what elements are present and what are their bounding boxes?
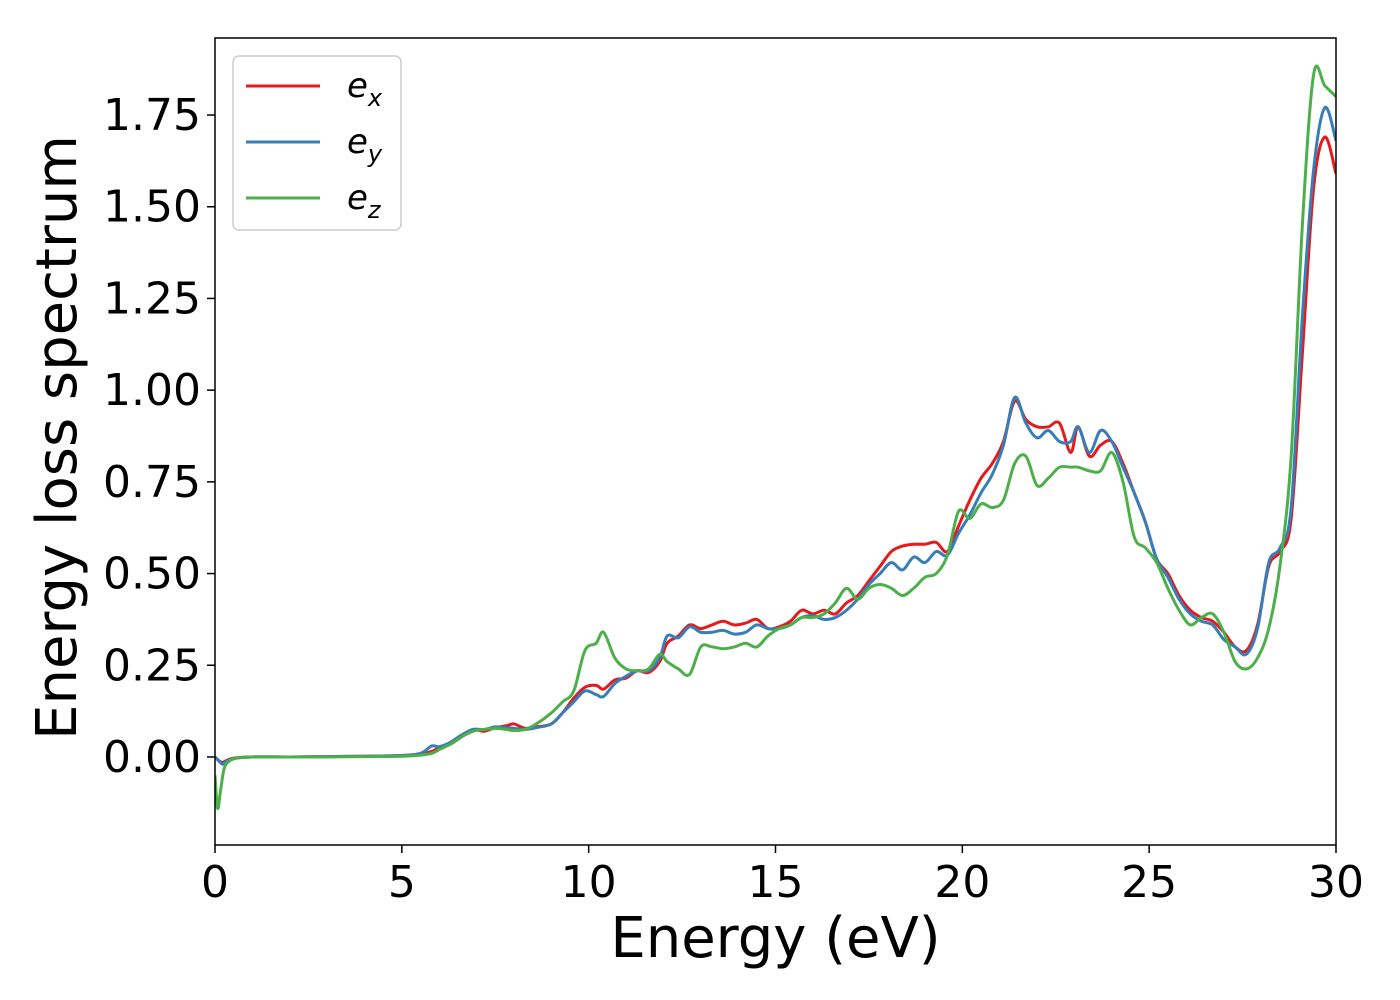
legend-label-subscript: z (367, 196, 382, 224)
x-axis: 0 5 10 15 20 25 30 (201, 845, 1364, 908)
x-tick-label: 25 (1121, 857, 1177, 908)
x-tick-label: 15 (748, 857, 804, 908)
x-tick-label: 30 (1308, 857, 1364, 908)
y-tick-label: 1.75 (103, 90, 201, 141)
series-layer (215, 64, 1336, 811)
legend-label: ey (347, 122, 383, 168)
x-tick-label: 5 (388, 857, 416, 908)
x-axis-title: Energy (eV) (610, 906, 940, 971)
y-tick-label: 0.25 (103, 640, 201, 691)
y-tick-label: 1.25 (103, 273, 201, 324)
legend-label: ex (347, 66, 383, 112)
y-tick-label: 1.50 (103, 182, 201, 233)
x-tick-label: 10 (561, 857, 617, 908)
y-tick-label: 1.00 (103, 365, 201, 416)
legend-label-base: e (347, 178, 368, 218)
y-axis-title: Energy loss spectrum (25, 135, 90, 740)
x-tick-label: 20 (934, 857, 990, 908)
y-axis: 0.00 0.25 0.50 0.75 1.00 1.25 1.50 1.75 (103, 90, 215, 783)
legend-label: ez (347, 178, 382, 224)
legend-label-base: e (347, 66, 368, 106)
series-line-ez (215, 64, 1336, 811)
y-tick-label: 0.75 (103, 457, 201, 508)
y-tick-label: 0.00 (103, 732, 201, 783)
x-tick-label: 0 (201, 857, 229, 908)
y-tick-label: 0.50 (103, 549, 201, 600)
legend-label-subscript: y (367, 140, 383, 168)
legend-label-base: e (347, 122, 368, 162)
legend-label-subscript: x (367, 84, 383, 112)
